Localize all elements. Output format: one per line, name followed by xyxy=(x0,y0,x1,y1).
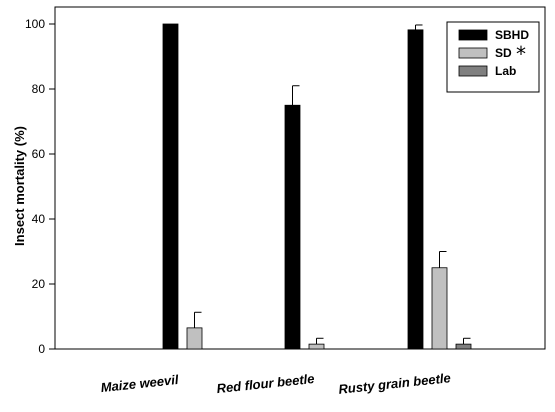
y-tick-label: 0 xyxy=(38,342,45,356)
y-tick-label: 40 xyxy=(32,212,46,226)
bar-sd-maize-weevil xyxy=(186,327,203,350)
legend-label-sbhd: SBHD xyxy=(495,28,529,42)
bar-sd-red-flour-beetle xyxy=(308,343,325,350)
category-label-maize-weevil: Maize weevil xyxy=(100,372,180,395)
bar-sbhd-rusty-grain-beetle xyxy=(407,29,424,350)
category-label-rusty-grain-beetle: Rusty grain beetle xyxy=(338,370,452,397)
y-tick-label: 80 xyxy=(32,82,46,96)
legend: SBHD SD *Lab xyxy=(446,21,540,93)
legend-swatch-sbhd xyxy=(458,29,488,41)
legend-swatch-lab xyxy=(458,65,488,77)
legend-label-sd: SD xyxy=(495,46,512,60)
y-axis-label: Insect mortality (%) xyxy=(12,126,27,246)
legend-mark-sd: * xyxy=(516,42,526,66)
category-label-red-flour-beetle: Red flour beetle xyxy=(216,371,315,396)
x-axis-categories: Maize weevil Red flour beetle Rusty grain … xyxy=(100,370,451,397)
legend-label-lab: Lab xyxy=(495,64,516,78)
y-tick-label: 20 xyxy=(32,277,46,291)
bar-sd-rusty-grain-beetle xyxy=(431,267,448,350)
bar-lab-rusty-grain-beetle xyxy=(455,343,472,350)
bar-sbhd-red-flour-beetle xyxy=(284,104,301,350)
y-tick-label: 60 xyxy=(32,147,46,161)
y-axis-ticks: 0 20 40 60 80 100 xyxy=(25,17,55,356)
legend-swatch-sd xyxy=(458,47,488,59)
bars xyxy=(162,23,472,350)
y-tick-label: 100 xyxy=(25,17,45,31)
bar-sbhd-maize-weevil xyxy=(162,23,179,350)
